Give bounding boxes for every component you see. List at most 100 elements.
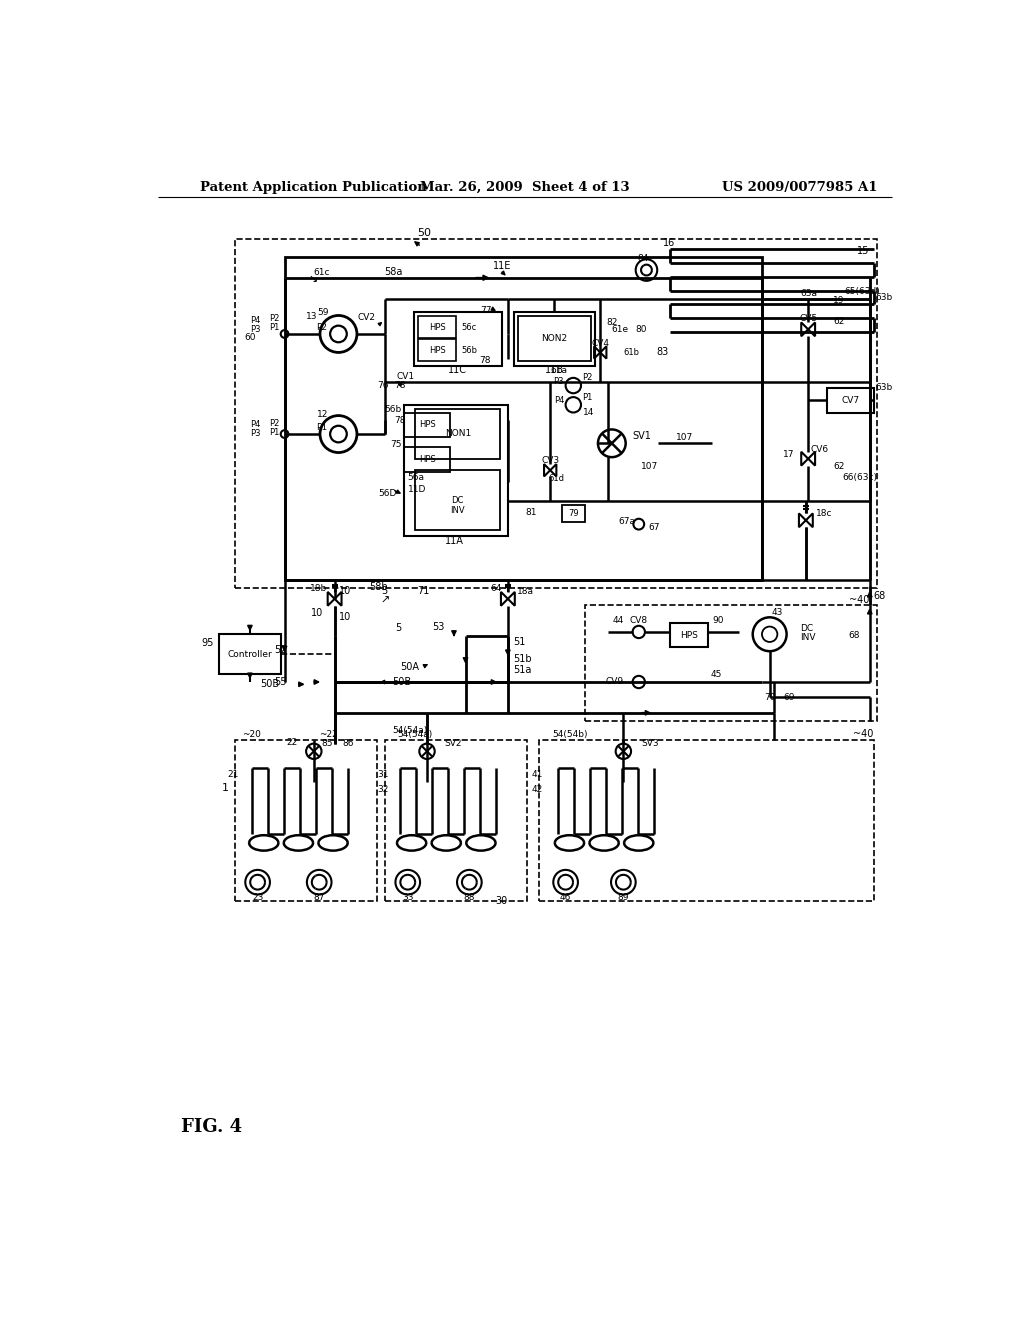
Circle shape [281,430,289,438]
Text: P2: P2 [269,418,280,428]
Text: 89: 89 [617,894,629,902]
Text: 63b: 63b [876,383,892,392]
Text: P4: P4 [250,315,260,325]
Text: P2: P2 [269,314,280,323]
Text: 61d: 61d [549,474,564,483]
Circle shape [419,743,435,759]
Circle shape [307,870,332,895]
Bar [403,447,451,471]
Bar [416,409,500,459]
Text: 31: 31 [377,770,388,779]
Text: 17: 17 [782,450,795,459]
Text: 5: 5 [395,623,401,634]
Text: CV2: CV2 [357,313,376,322]
Text: SV1: SV1 [633,430,651,441]
Text: DC: DC [801,623,814,632]
Bar [414,313,503,367]
Text: NON1: NON1 [444,429,471,438]
Circle shape [633,676,645,688]
Text: P4: P4 [250,420,260,429]
Text: 18a: 18a [517,586,535,595]
Circle shape [553,870,578,895]
Text: 69: 69 [783,693,795,702]
Text: 84: 84 [637,253,648,263]
Text: 11D: 11D [408,484,426,494]
Text: 77: 77 [480,306,493,314]
Text: 68: 68 [873,591,886,601]
Text: 32: 32 [377,785,388,795]
Text: 33: 33 [402,894,414,902]
Text: 66(63c): 66(63c) [843,474,878,482]
Text: 51b: 51b [513,653,531,664]
Circle shape [636,259,657,281]
Text: INV: INV [451,506,465,515]
Text: 79: 79 [568,510,579,517]
Text: CV7: CV7 [842,396,859,405]
Text: 61a: 61a [550,367,567,375]
Text: CV4: CV4 [591,339,609,347]
Text: 60: 60 [245,334,256,342]
Text: 56c: 56c [462,322,477,331]
Bar [403,413,451,437]
Text: 22: 22 [287,738,298,747]
Text: ~40: ~40 [853,730,873,739]
Text: 56b: 56b [384,405,401,414]
Text: 1: 1 [222,783,229,793]
Bar [416,470,500,531]
Text: 50B: 50B [260,680,280,689]
Text: 85: 85 [322,739,333,748]
Text: P1: P1 [315,424,327,433]
Circle shape [633,626,645,638]
Text: 95: 95 [202,639,214,648]
Text: 65(63d): 65(63d) [845,288,880,296]
Text: US 2009/0077985 A1: US 2009/0077985 A1 [722,181,878,194]
Text: 46: 46 [560,894,571,902]
Text: Controller: Controller [227,649,272,659]
Text: HPS: HPS [680,631,697,639]
Bar [670,623,708,647]
Text: 54(54a): 54(54a) [392,726,428,735]
Text: 82: 82 [606,318,617,327]
Text: 107: 107 [676,433,693,442]
Circle shape [395,870,420,895]
Text: CV1: CV1 [396,372,415,380]
Bar [827,388,873,412]
Text: 81: 81 [525,508,537,517]
Text: 63b: 63b [876,293,892,301]
Text: 11E: 11E [493,261,511,271]
Bar [585,605,878,721]
Bar [514,313,595,367]
Text: 11B: 11B [545,366,563,375]
Circle shape [319,416,357,453]
Text: 107: 107 [641,462,658,471]
Text: 56a: 56a [408,474,425,482]
Text: 68: 68 [849,631,860,640]
Text: Patent Application Publication: Patent Application Publication [200,181,427,194]
Text: ↗: ↗ [380,597,389,606]
Bar [403,405,508,536]
Circle shape [281,330,289,338]
Text: 70: 70 [764,693,775,702]
Bar [219,635,281,675]
Text: 50A: 50A [400,661,419,672]
Text: 83: 83 [656,347,669,358]
Text: 10: 10 [339,586,350,597]
Text: 11A: 11A [444,536,464,546]
Text: 30: 30 [496,896,508,907]
Text: 10: 10 [311,607,323,618]
Text: P3: P3 [250,429,260,438]
Text: 88: 88 [464,894,475,902]
Text: 50B: 50B [392,677,412,686]
Text: 18b: 18b [309,583,327,593]
Text: 78: 78 [394,381,406,389]
Text: 78: 78 [394,416,406,425]
Text: 62: 62 [834,317,845,326]
Bar [418,317,457,338]
Text: DC: DC [452,496,464,504]
Text: HPS: HPS [429,322,445,331]
Text: P2: P2 [583,374,593,383]
Text: HPS: HPS [419,420,435,429]
Text: CV6: CV6 [811,445,828,454]
Text: 10: 10 [339,611,350,622]
Text: ~20: ~20 [243,730,261,739]
